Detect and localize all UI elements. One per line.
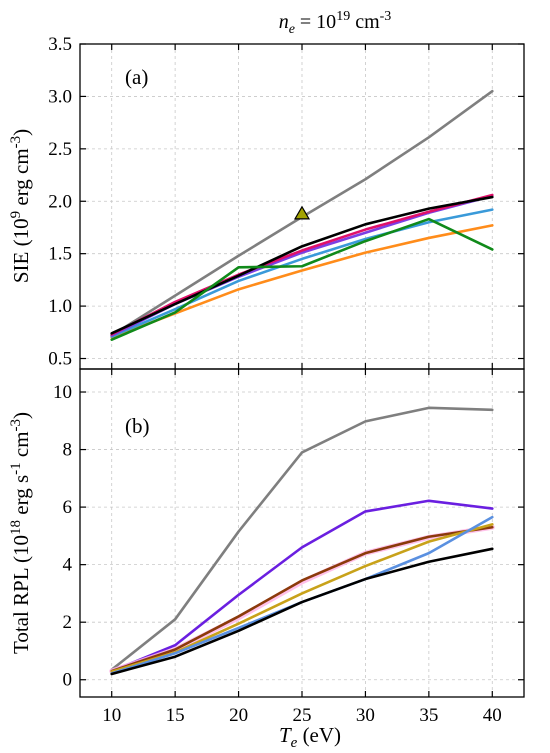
panel-b: 10 15 20 25 30 35 40 0 2 4 6 8 10 (b) Total RPL (1018 … bbox=[8, 368, 525, 726]
panel-b-xtick-label-5: 35 bbox=[419, 705, 438, 726]
panel-b-xtick-label-3: 25 bbox=[293, 705, 312, 726]
panel-a-label: (a) bbox=[125, 65, 148, 89]
top-title: ne = 1019 cm-3 bbox=[279, 9, 392, 37]
panel-a-ytick-label-1: 1.0 bbox=[48, 296, 72, 317]
panel-b-series-line-6 bbox=[110, 547, 494, 676]
title-var: n bbox=[279, 11, 289, 33]
panel-a: 0.5 1.0 1.5 2.0 2.5 3.0 3.5 (a) SIE (109 erg cm-… bbox=[8, 34, 525, 370]
panel-a-marker-0 bbox=[293, 205, 311, 220]
x-title-unit: (eV) bbox=[297, 723, 341, 747]
panel-b-label: (b) bbox=[125, 414, 150, 438]
x-title-var: T bbox=[279, 723, 292, 747]
x-title-sub: e bbox=[291, 735, 298, 751]
panel-a-ylabel-part-1: 9 bbox=[8, 211, 24, 219]
panel-b-ytick-label-0: 0 bbox=[63, 670, 73, 691]
panel-b-ylabel-part-0: Total RPL (10 bbox=[9, 535, 33, 654]
title-var-sub: e bbox=[289, 22, 295, 37]
panel-b-ylabel-part-6: ) bbox=[9, 412, 33, 419]
panel-b-ylabel-part-4: cm bbox=[9, 431, 33, 462]
panel-b-ylabel-part-2: erg s bbox=[9, 475, 33, 520]
svg-text:Te (eV): Te (eV) bbox=[279, 723, 341, 751]
panel-b-ylabel-part-5: -3 bbox=[8, 419, 24, 432]
panel-a-series-line-4 bbox=[110, 193, 494, 336]
panel-a-series-line-5 bbox=[110, 195, 494, 335]
panel-b-series-line-3 bbox=[110, 525, 494, 673]
panel-a-ytick-label-3: 2.0 bbox=[48, 191, 72, 212]
panel-b-ytick-label-3: 6 bbox=[63, 497, 73, 518]
panel-a-ylabel: SIE (109 erg cm-3) bbox=[8, 129, 33, 283]
title-equals: = 10 bbox=[295, 11, 336, 33]
panel-a-ylabel-part-2: erg cm bbox=[9, 148, 33, 211]
panel-a-series-line-6 bbox=[110, 217, 494, 341]
panel-a-ytick-label-4: 2.5 bbox=[48, 139, 72, 160]
title-unit: cm bbox=[350, 11, 380, 33]
panel-a-ylabel-part-3: -3 bbox=[8, 136, 24, 149]
panel-b-xtick-label-2: 20 bbox=[229, 705, 248, 726]
x-axis-title: Te (eV) bbox=[279, 723, 341, 751]
panel-a-ytick-label-5: 3.0 bbox=[48, 86, 72, 107]
title-exp: 19 bbox=[336, 9, 350, 24]
panel-b-xtick-label-0: 10 bbox=[102, 705, 121, 726]
panel-a-ytick-label-2: 1.5 bbox=[48, 244, 72, 265]
panel-b-ytick-label-5: 10 bbox=[53, 382, 72, 403]
panel-b-series-line-1 bbox=[110, 499, 494, 673]
panel-a-ylabel-part-4: ) bbox=[9, 129, 33, 136]
panel-b-xtick-label-6: 40 bbox=[483, 705, 502, 726]
panel-b-xtick-label-4: 30 bbox=[356, 705, 375, 726]
panel-b-series-line-0 bbox=[110, 406, 494, 671]
panel-a-ytick-label-0: 0.5 bbox=[48, 349, 72, 370]
panel-b-ylabel-part-1: 18 bbox=[8, 520, 24, 535]
panel-b-ytick-label-4: 8 bbox=[63, 440, 73, 461]
panel-b-ylabel-part-3: -1 bbox=[8, 462, 24, 475]
title-unit-exp: -3 bbox=[380, 9, 392, 24]
panel-a-ytick-label-6: 3.5 bbox=[48, 34, 72, 55]
panel-b-ytick-label-2: 4 bbox=[63, 555, 73, 576]
panel-a-ylabel-part-0: SIE (10 bbox=[9, 218, 33, 283]
svg-text:ne = 1019 cm-3: ne = 1019 cm-3 bbox=[279, 9, 392, 37]
panel-b-xtick-label-1: 15 bbox=[166, 705, 185, 726]
panel-a-series-line-2 bbox=[110, 208, 494, 338]
panel-b-ylabel: Total RPL (1018 erg s-1 cm-3) bbox=[8, 412, 33, 654]
panel-b-ytick-label-1: 2 bbox=[63, 612, 73, 633]
